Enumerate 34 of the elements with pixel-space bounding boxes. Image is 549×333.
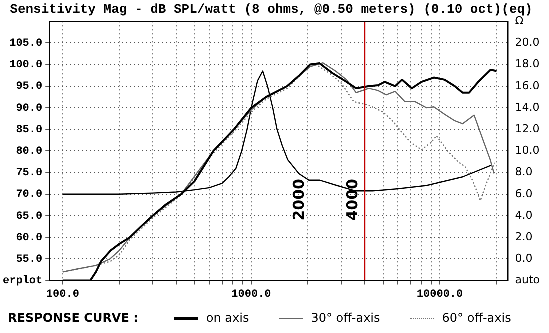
y-tick-label: 90.0 bbox=[16, 102, 43, 115]
x-tick-label: 10000.0 bbox=[416, 289, 464, 302]
legend-label: 30° off-axis bbox=[311, 311, 380, 325]
y2-tick-label: 0.0 bbox=[515, 252, 533, 266]
y2-tick-label: 20.0 bbox=[515, 36, 540, 50]
y-tick-label: 80.0 bbox=[16, 146, 43, 158]
x-tick-label: 1000.0 bbox=[232, 289, 272, 302]
y2-tick-label: 16.0 bbox=[515, 79, 540, 92]
y2-tick-label: auto bbox=[515, 274, 540, 287]
y-tick-label: 55.0 bbox=[16, 254, 43, 266]
y-tick-label: 65.0 bbox=[16, 210, 43, 223]
x-tick-label: 100.0 bbox=[46, 289, 80, 302]
y2-tick-label: 6.0 bbox=[515, 187, 533, 200]
y2-tick-label: 4.0 bbox=[515, 208, 533, 222]
y2-tick-label: 14.0 bbox=[515, 100, 540, 114]
y-tick-label: 60.0 bbox=[16, 232, 43, 244]
y2-tick-label: 18.0 bbox=[515, 58, 540, 71]
y-tick-label: 85.0 bbox=[16, 124, 43, 136]
y-tick-label: 75.0 bbox=[16, 168, 43, 180]
legend-label: 60° off-axis bbox=[442, 311, 512, 325]
y2-tick-label: 12.0 bbox=[515, 122, 540, 136]
y-tick-label: 100.0 bbox=[10, 60, 43, 72]
chart-title: Sensitivity Mag - dB SPL/watt (8 ohms, @0.50 meters) (0.10 oct)(eq) bbox=[10, 2, 533, 18]
y-tick-label: erplot bbox=[2, 276, 43, 288]
legend-label: on axis bbox=[206, 311, 250, 325]
y2-tick-label: 10.0 bbox=[515, 144, 540, 158]
y-tick-label: 95.0 bbox=[16, 81, 43, 94]
y2-tick-label: 2.0 bbox=[515, 230, 533, 244]
annotation: 2000 bbox=[290, 179, 308, 221]
legend-title: RESPONSE CURVE : bbox=[8, 311, 138, 325]
ref-line-label: 4000 bbox=[343, 179, 362, 221]
y2-tick-label: 8.0 bbox=[515, 166, 533, 179]
y-tick-label: 105.0 bbox=[10, 38, 43, 50]
y-tick-label: 70.0 bbox=[16, 189, 43, 202]
